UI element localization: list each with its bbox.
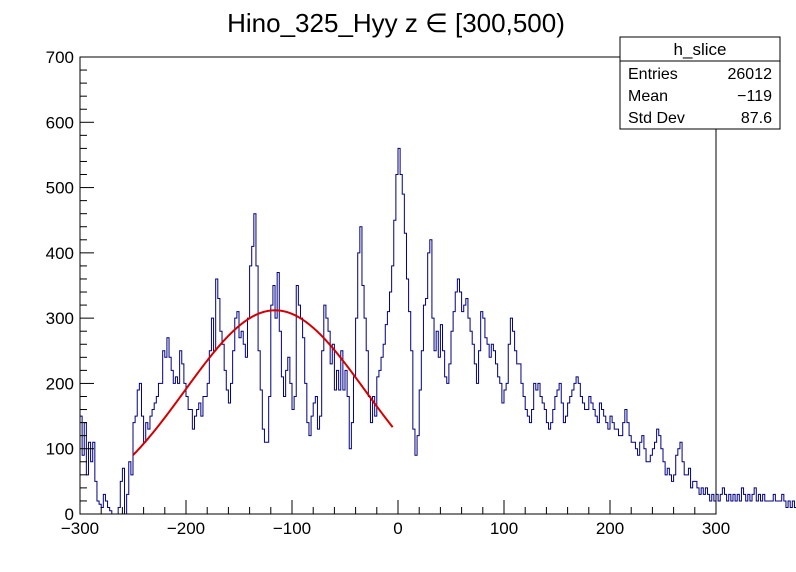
stats-box: h_slice Entries 26012 Mean −119 Std Dev … (619, 36, 781, 130)
stats-box-frame (619, 36, 781, 130)
x-axis: −300 −200 −100 0 100 200 300 (61, 500, 730, 538)
stats-stddev-value: 87.6 (741, 110, 772, 127)
x-tick-label: 100 (490, 519, 518, 538)
y-tick-label: 100 (46, 440, 74, 459)
stats-entries-label: Entries (628, 66, 678, 83)
y-axis: 0 100 200 300 400 500 600 700 (46, 48, 94, 524)
y-tick-label: 700 (46, 48, 74, 67)
fit-line (132, 309, 394, 456)
stats-entries-value: 26012 (728, 66, 773, 83)
x-tick-label: 0 (393, 519, 402, 538)
histogram-series (79, 147, 796, 515)
y-tick-label: 500 (46, 179, 74, 198)
stats-mean-value: −119 (737, 88, 772, 105)
y-tick-label: 300 (46, 309, 74, 328)
gaussian-fit (132, 309, 394, 456)
histogram-line (79, 147, 796, 515)
chart-title: Hino_325_Hyy z ∈ [300,500) (227, 8, 565, 38)
y-tick-label: 200 (46, 374, 74, 393)
x-tick-label: 200 (596, 519, 624, 538)
x-tick-label: −200 (167, 519, 205, 538)
x-tick-label: −300 (61, 519, 99, 538)
stats-mean-label: Mean (628, 88, 668, 105)
stats-stddev-label: Std Dev (628, 110, 685, 127)
x-tick-label: 300 (702, 519, 730, 538)
y-tick-label: 400 (46, 244, 74, 263)
y-tick-label: 600 (46, 113, 74, 132)
y-tick-label: 0 (65, 505, 74, 524)
stats-box-name: h_slice (674, 40, 727, 59)
x-tick-label: −100 (273, 519, 311, 538)
